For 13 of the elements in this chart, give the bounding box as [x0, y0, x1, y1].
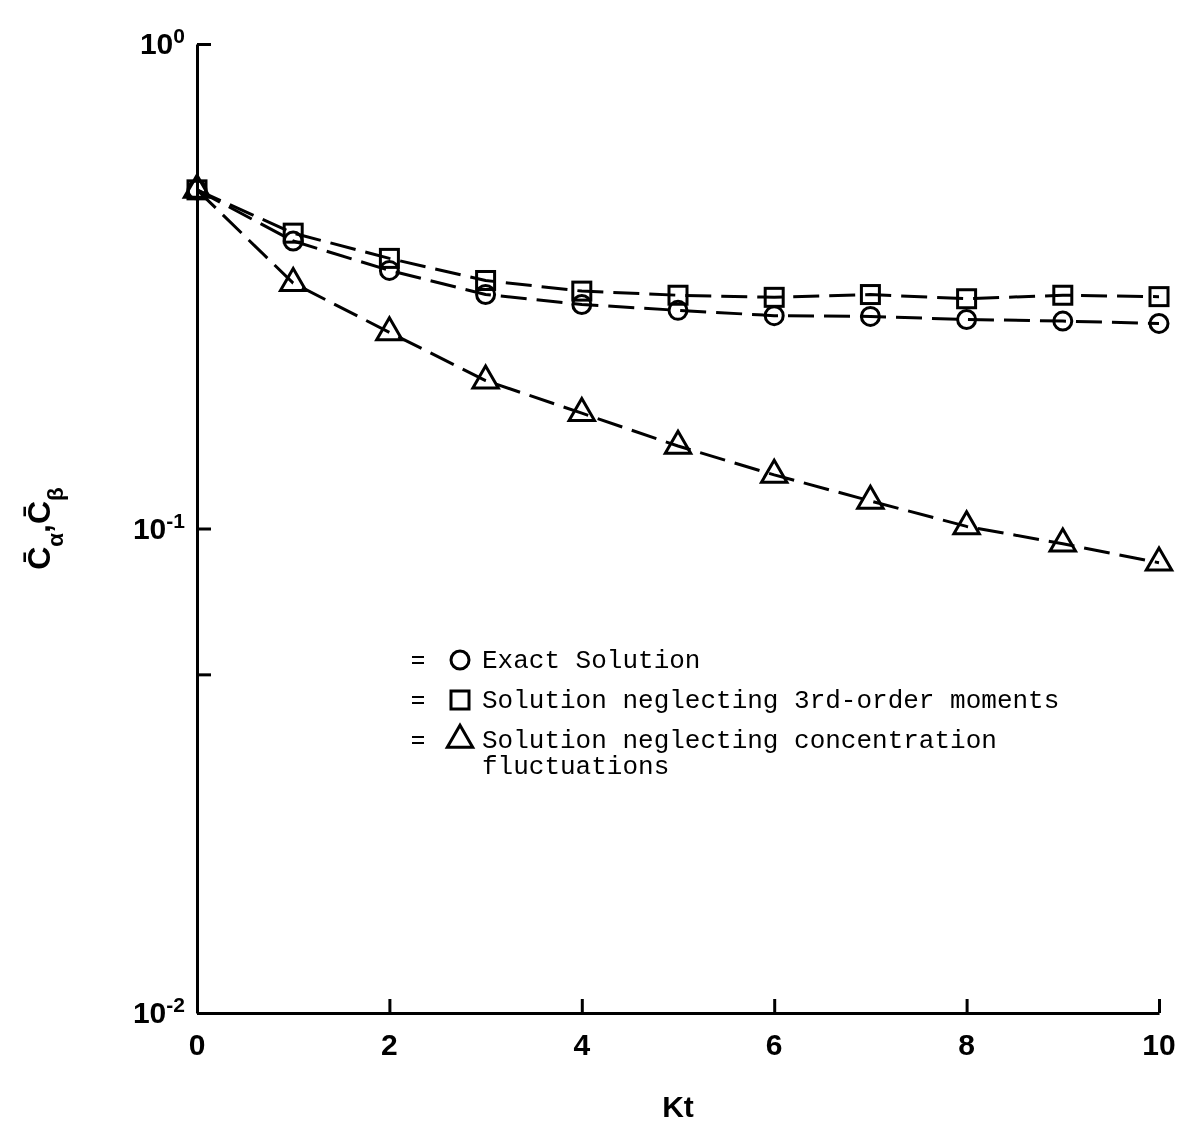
y-tick-label: 10$^{0}$ — [139, 23, 185, 60]
legend-label: Exact Solution — [482, 646, 701, 676]
x-tick-label: 10 — [1142, 1028, 1176, 1061]
legend-label: Solution neglecting 3rd-order moments — [482, 686, 1060, 716]
y-tick-label: 10$^{-1}$ — [132, 508, 186, 545]
y-tick-label: 10$^{-2}$ — [132, 992, 185, 1029]
x-axis-title: Kt — [662, 1090, 694, 1123]
x-tick-label: 8 — [958, 1028, 975, 1061]
x-tick-label: 6 — [765, 1028, 783, 1061]
x-tick-label: 4 — [573, 1028, 591, 1061]
x-tick-label: 2 — [381, 1028, 398, 1061]
x-tick-label: 0 — [188, 1028, 206, 1061]
legend-label: Solution neglecting concentration fluctuations — [482, 726, 997, 782]
